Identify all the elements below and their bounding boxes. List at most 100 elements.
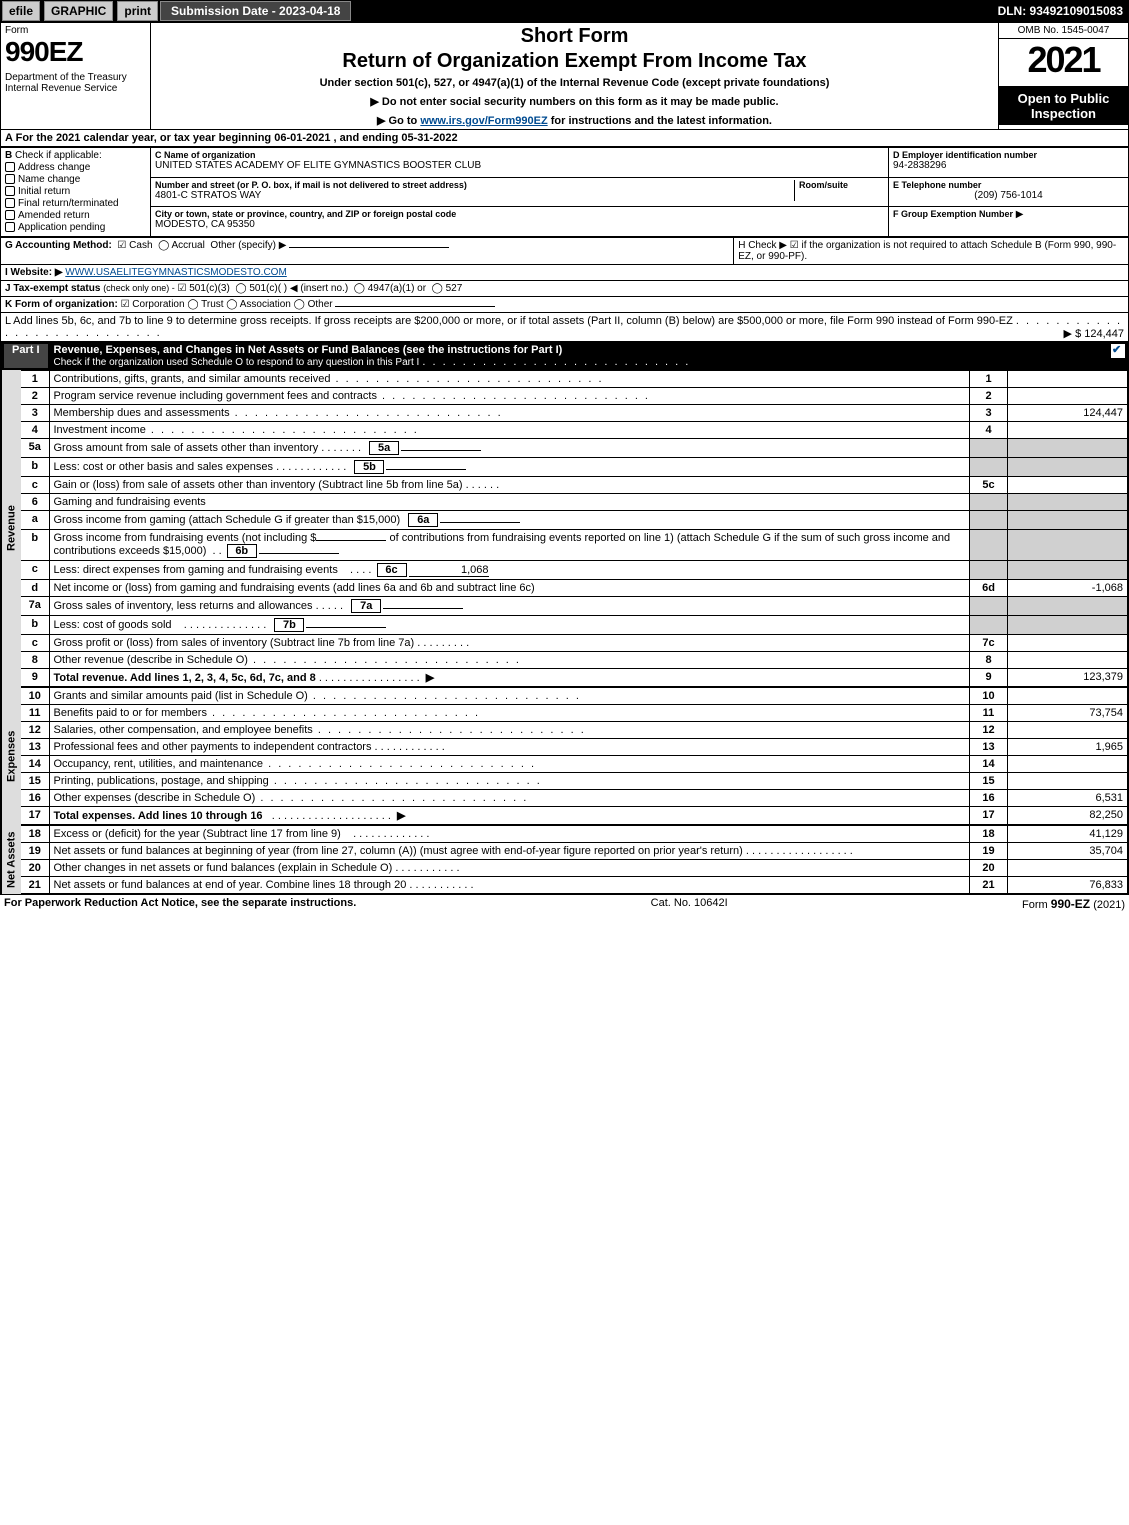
row-g-cash: Cash (129, 240, 152, 251)
line-20: 20Other changes in net assets or fund ba… (21, 860, 1128, 877)
row-j-opt3: ◯ 4947(a)(1) or (354, 283, 426, 294)
line-4: 4Investment income4 (21, 422, 1128, 439)
section-a-letter: A (5, 132, 13, 144)
row-k-opts: ☑ Corporation ◯ Trust ◯ Association ◯ Ot… (121, 299, 333, 310)
tax-year: 2021 (999, 39, 1128, 81)
short-form-title: Short Form (155, 25, 994, 48)
line-7c: cGross profit or (loss) from sales of in… (21, 635, 1128, 652)
print-button[interactable]: print (117, 1, 158, 21)
line-12: 12Salaries, other compensation, and empl… (21, 722, 1128, 739)
line-16: 16Other expenses (describe in Schedule O… (21, 790, 1128, 807)
line-2: 2Program service revenue including gover… (21, 388, 1128, 405)
revenue-side-label: Revenue (1, 370, 21, 687)
row-j-note: (check only one) - (103, 283, 175, 293)
row-g-label: G Accounting Method: (5, 240, 112, 251)
box-c-street-label: Number and street (or P. O. box, if mail… (155, 180, 794, 190)
chk-initial-return: Initial return (18, 186, 70, 197)
website-link[interactable]: WWW.USAELITEGYMNASTICSMODESTO.COM (65, 267, 287, 278)
part1-header: Part I Revenue, Expenses, and Changes in… (0, 342, 1129, 370)
line-6b: bGross income from fundraising events (n… (21, 530, 1128, 561)
row-g-accrual: Accrual (172, 240, 205, 251)
row-l-text: L Add lines 5b, 6c, and 7b to line 9 to … (5, 315, 1013, 327)
line-9: 9Total revenue. Add lines 1, 2, 3, 4, 5c… (21, 669, 1128, 687)
net-assets-section: Net Assets 18Excess or (deficit) for the… (0, 825, 1129, 894)
row-h-text: H Check ▶ ☑ if the organization is not r… (738, 240, 1116, 262)
row-k-label: K Form of organization: (5, 299, 118, 310)
room-suite-label: Room/suite (799, 180, 884, 190)
row-j: J Tax-exempt status (check only one) - ☑… (0, 281, 1129, 297)
box-c-city-label: City or town, state or province, country… (155, 209, 884, 219)
box-f-label: F Group Exemption Number (893, 209, 1013, 219)
footer-cat: Cat. No. 10642I (651, 897, 728, 911)
graphic-button[interactable]: GRAPHIC (44, 1, 113, 21)
line-13: 13Professional fees and other payments t… (21, 739, 1128, 756)
box-d-label: D Employer identification number (893, 150, 1124, 160)
box-f-arrow: ▶ (1016, 209, 1024, 220)
instr-2: ▶ Go to www.irs.gov/Form990EZ for instru… (155, 114, 994, 127)
box-b-label: Check if applicable: (15, 150, 102, 161)
part1-check-line: Check if the organization used Schedule … (54, 357, 420, 368)
initial-return-checkbox[interactable] (5, 186, 15, 196)
line-14: 14Occupancy, rent, utilities, and mainte… (21, 756, 1128, 773)
box-e-label: E Telephone number (893, 180, 1124, 190)
submission-date: Submission Date - 2023-04-18 (160, 1, 351, 21)
line-10: 10Grants and similar amounts paid (list … (21, 688, 1128, 705)
amended-return-checkbox[interactable] (5, 210, 15, 220)
main-title: Return of Organization Exempt From Incom… (155, 50, 994, 73)
application-pending-checkbox[interactable] (5, 222, 15, 232)
chk-final-return: Final return/terminated (18, 198, 119, 209)
line-18: 18Excess or (deficit) for the year (Subt… (21, 826, 1128, 843)
box-b-letter: B (5, 150, 12, 161)
net-assets-side-label: Net Assets (1, 825, 21, 894)
dept-label: Department of the Treasury Internal Reve… (5, 72, 146, 94)
line-7b: bLess: cost of goods sold . . . . . . . … (21, 616, 1128, 635)
name-change-checkbox[interactable] (5, 174, 15, 184)
final-return-checkbox[interactable] (5, 198, 15, 208)
open-to-public: Open to Public Inspection (999, 87, 1128, 125)
row-i-label: I Website: ▶ (5, 267, 63, 278)
dln-label: DLN: 93492109015083 (998, 4, 1129, 18)
row-g-h: G Accounting Method: ☑ Cash ◯ Accrual Ot… (0, 237, 1129, 265)
row-j-label: J Tax-exempt status (5, 283, 100, 294)
line-6d: dNet income or (loss) from gaming and fu… (21, 580, 1128, 597)
header-grid: B Check if applicable: Address change Na… (0, 147, 1129, 237)
line-7a: 7aGross sales of inventory, less returns… (21, 597, 1128, 616)
irs-link[interactable]: www.irs.gov/Form990EZ (420, 115, 547, 127)
expenses-side-label: Expenses (1, 687, 21, 825)
footer-pra: For Paperwork Reduction Act Notice, see … (4, 897, 356, 911)
omb-number: OMB No. 1545-0047 (999, 23, 1128, 39)
part1-schedule-o-checkbox[interactable] (1111, 344, 1125, 358)
line-21: 21Net assets or fund balances at end of … (21, 877, 1128, 894)
line-19: 19Net assets or fund balances at beginni… (21, 843, 1128, 860)
line-5c: cGain or (loss) from sale of assets othe… (21, 477, 1128, 494)
top-bar: efile GRAPHIC print Submission Date - 20… (0, 0, 1129, 22)
revenue-section: Revenue 1Contributions, gifts, grants, a… (0, 370, 1129, 687)
row-j-opt2: ◯ 501(c)( ) ◀ (insert no.) (235, 283, 348, 294)
phone-value: (209) 756-1014 (893, 190, 1124, 201)
section-a: A For the 2021 calendar year, or tax yea… (0, 130, 1129, 147)
street-value: 4801-C STRATOS WAY (155, 190, 794, 201)
line-1: 1Contributions, gifts, grants, and simil… (21, 371, 1128, 388)
line-5a: 5aGross amount from sale of assets other… (21, 439, 1128, 458)
city-value: MODESTO, CA 95350 (155, 219, 884, 230)
chk-amended-return: Amended return (18, 210, 90, 221)
line-3: 3Membership dues and assessments3124,447 (21, 405, 1128, 422)
line-17: 17Total expenses. Add lines 10 through 1… (21, 807, 1128, 825)
chk-name-change: Name change (18, 174, 80, 185)
footer: For Paperwork Reduction Act Notice, see … (0, 894, 1129, 913)
form-header-table: Form 990EZ Department of the Treasury In… (0, 22, 1129, 130)
line-6: 6Gaming and fundraising events (21, 494, 1128, 511)
row-l-amount: ▶ $ 124,447 (1064, 327, 1124, 340)
form-number: 990EZ (5, 36, 146, 68)
address-change-checkbox[interactable] (5, 162, 15, 172)
efile-button[interactable]: efile (2, 1, 40, 21)
line-6c: cLess: direct expenses from gaming and f… (21, 561, 1128, 580)
section-a-text: For the 2021 calendar year, or tax year … (16, 132, 458, 144)
ein-value: 94-2838296 (893, 160, 1124, 171)
chk-address-change: Address change (18, 162, 90, 173)
line-11: 11Benefits paid to or for members1173,75… (21, 705, 1128, 722)
box-c-name-label: C Name of organization (155, 150, 884, 160)
row-j-opt4: ◯ 527 (432, 283, 463, 294)
row-j-opt1: ☑ 501(c)(3) (178, 283, 230, 294)
line-8: 8Other revenue (describe in Schedule O)8 (21, 652, 1128, 669)
